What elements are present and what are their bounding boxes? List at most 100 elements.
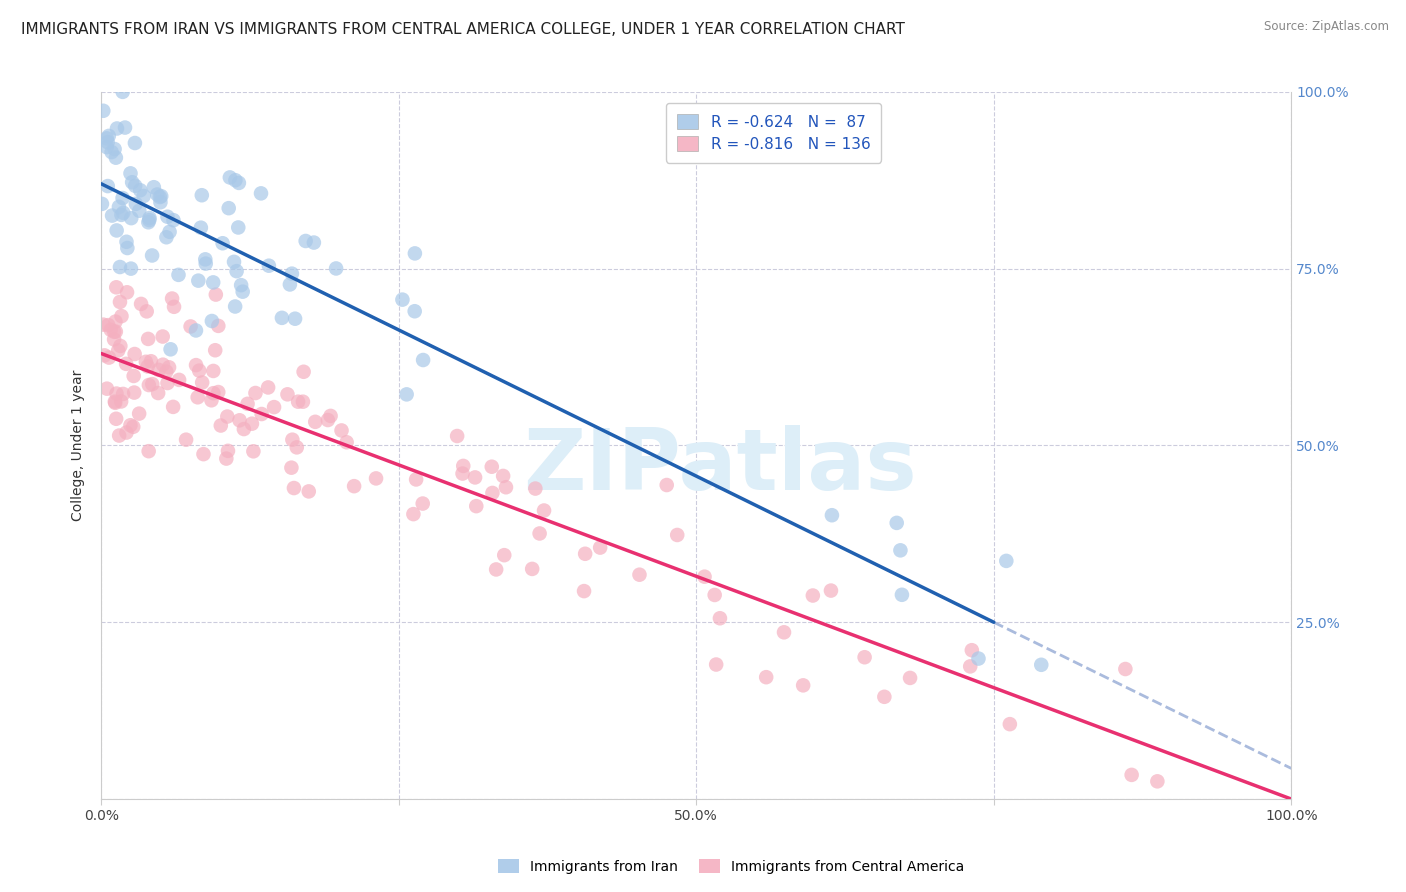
CA [105, 280, 128, 294]
CA [298, 484, 321, 499]
CA [287, 394, 309, 409]
Iran [142, 180, 165, 194]
CA [703, 588, 725, 602]
Iran [886, 516, 908, 530]
CA [146, 386, 169, 401]
Iran [120, 166, 142, 180]
CA [533, 503, 555, 517]
CA [572, 584, 595, 599]
Iran [201, 314, 224, 328]
Iran [228, 176, 250, 190]
CA [276, 387, 298, 401]
CA [107, 343, 129, 358]
Iran [96, 140, 118, 154]
CA [112, 387, 135, 401]
Iran [395, 387, 418, 401]
CA [120, 418, 142, 433]
Iran [96, 131, 118, 145]
CA [693, 569, 716, 583]
CA [205, 287, 228, 301]
CA [232, 422, 254, 436]
Iran [120, 261, 142, 276]
Iran [128, 203, 150, 218]
CA [465, 499, 488, 513]
CA [163, 300, 186, 314]
CA [304, 415, 326, 429]
Iran [138, 211, 160, 225]
Iran [250, 186, 273, 201]
Iran [138, 215, 160, 229]
Iran [141, 248, 163, 262]
CA [330, 424, 353, 438]
CA [108, 428, 131, 442]
Iran [124, 178, 146, 193]
CA [110, 309, 132, 323]
CA [1121, 768, 1143, 782]
Iran [111, 85, 134, 99]
Legend: Immigrants from Iran, Immigrants from Central America: Immigrants from Iran, Immigrants from Ce… [491, 852, 972, 880]
CA [148, 363, 170, 377]
Iran [325, 261, 347, 276]
CA [103, 332, 125, 346]
Iran [167, 268, 190, 282]
CA [110, 394, 132, 409]
Iran [967, 651, 990, 665]
Iran [149, 195, 172, 210]
Iran [101, 209, 124, 223]
Iran [125, 196, 148, 211]
CA [138, 444, 160, 458]
Iran [155, 230, 177, 244]
Iran [225, 264, 247, 278]
Iran [194, 257, 217, 271]
CA [285, 441, 308, 455]
Iran [124, 136, 146, 150]
Iran [150, 189, 173, 203]
CA [105, 411, 128, 425]
Text: Source: ZipAtlas.com: Source: ZipAtlas.com [1264, 20, 1389, 33]
CA [228, 413, 250, 427]
CA [704, 657, 727, 672]
CA [792, 678, 814, 692]
Iran [404, 304, 426, 318]
Iran [120, 211, 142, 226]
Iran [232, 285, 254, 299]
Iran [132, 189, 155, 203]
CA [193, 447, 215, 461]
CA [105, 386, 128, 401]
Iran [121, 175, 143, 189]
Iran [149, 190, 172, 204]
CA [156, 376, 179, 390]
CA [157, 360, 180, 375]
Iran [278, 277, 301, 292]
CA [160, 292, 183, 306]
Iran [138, 213, 160, 227]
CA [104, 315, 127, 329]
CA [492, 469, 515, 483]
CA [136, 359, 159, 374]
CA [316, 413, 339, 427]
CA [122, 419, 145, 434]
CA [292, 365, 315, 379]
CA [291, 394, 314, 409]
CA [122, 368, 145, 383]
Iran [404, 246, 426, 260]
CA [187, 390, 209, 404]
CA [135, 355, 157, 369]
CA [152, 329, 174, 343]
CA [100, 323, 122, 337]
CA [104, 325, 127, 339]
Legend: R = -0.624   N =  87, R = -0.816   N = 136: R = -0.624 N = 87, R = -0.816 N = 136 [666, 103, 882, 162]
CA [139, 354, 162, 368]
CA [451, 458, 474, 473]
CA [207, 385, 229, 400]
Iran [108, 200, 131, 214]
CA [464, 470, 486, 484]
Iran [271, 310, 294, 325]
CA [522, 562, 544, 576]
CA [412, 497, 434, 511]
CA [263, 400, 285, 414]
CA [755, 670, 778, 684]
Iran [194, 252, 217, 267]
CA [529, 526, 551, 541]
CA [589, 541, 612, 555]
